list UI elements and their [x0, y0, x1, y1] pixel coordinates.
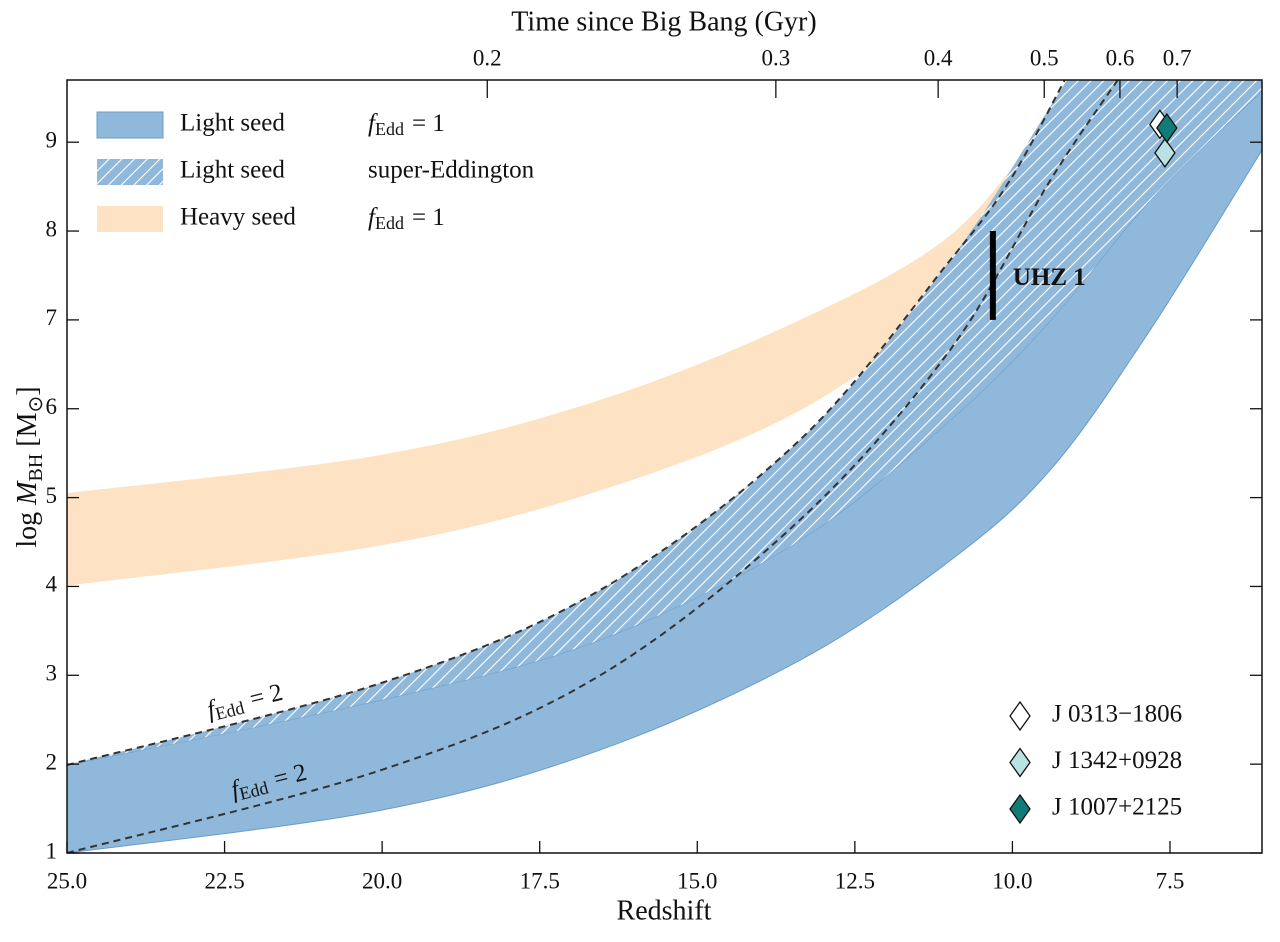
x2-tick-label: 0.3	[761, 45, 790, 70]
legend-label: Light seed	[180, 110, 285, 137]
legend-note: fEdd = 1	[368, 110, 445, 139]
x-tick-label: 7.5	[1156, 868, 1185, 893]
text-part: f	[368, 204, 378, 231]
text-part: [M	[12, 412, 43, 446]
y-tick-label: 9	[46, 127, 58, 152]
x-axis-title: Redshift	[617, 895, 712, 926]
text-part: ]	[12, 386, 43, 395]
y-axis-title: log MBH [M⊙]	[12, 386, 46, 547]
y-tick-label: 5	[46, 483, 58, 508]
legend-marker	[1009, 747, 1031, 778]
y-tick-label: 2	[46, 749, 58, 774]
y-tick-label: 4	[46, 572, 58, 597]
text-part: = 1	[412, 110, 445, 137]
legend-marker	[1009, 700, 1031, 732]
y-tick-label: 7	[46, 305, 58, 330]
top-axis-title: Time since Big Bang (Gyr)	[511, 6, 816, 37]
legend-swatch	[96, 111, 164, 139]
plot-frame	[66, 79, 1263, 854]
text-part: = 1	[412, 204, 445, 231]
text-part: = 2	[247, 679, 285, 713]
legend-swatch	[97, 206, 163, 232]
x2-tick-label: 0.7	[1163, 45, 1192, 70]
legend-label: Heavy seed	[180, 204, 296, 231]
x-tick-label: 25.0	[47, 868, 87, 893]
legend-label: J 0313−1806	[1052, 701, 1182, 728]
y-tick-label: 8	[46, 216, 58, 241]
legend-label: J 1007+2125	[1052, 794, 1182, 821]
x-tick-label: 20.0	[362, 868, 402, 893]
legend-swatch	[97, 159, 163, 185]
legend-note: super-Eddington	[368, 157, 535, 184]
x-tick-label: 12.5	[835, 868, 875, 893]
x2-tick-label: 0.4	[924, 45, 953, 70]
x-tick-label: 22.5	[204, 868, 244, 893]
text-part: BH	[25, 454, 47, 482]
text-part: ⊙	[25, 396, 47, 413]
x2-tick-label: 0.5	[1030, 45, 1059, 70]
text-part: Edd	[213, 698, 246, 724]
x-tick-label: 10.0	[992, 868, 1032, 893]
x2-tick-label: 0.6	[1106, 45, 1135, 70]
plot-area	[67, 80, 1262, 853]
uhz1-label: UHZ 1	[1013, 264, 1086, 291]
text-part: log	[12, 512, 43, 548]
dashed-line	[67, 80, 1066, 767]
legend-note: fEdd = 1	[368, 204, 445, 233]
x2-tick-label: 0.2	[473, 45, 502, 70]
quasar-point	[1156, 112, 1178, 144]
text-part: f	[368, 110, 378, 137]
text-part: M	[12, 480, 43, 506]
x-tick-label: 17.5	[520, 868, 560, 893]
seed-band	[67, 80, 1262, 766]
quasar-point	[1154, 137, 1176, 168]
dashed-line	[67, 80, 1119, 853]
x-tick-label: 15.0	[677, 868, 717, 893]
y-tick-label: 6	[46, 394, 58, 419]
legend-marker	[1009, 793, 1031, 825]
y-tick-label: 1	[46, 838, 58, 863]
legend-label: Light seed	[180, 157, 285, 184]
y-tick-label: 3	[46, 661, 58, 686]
text-part: Edd	[375, 213, 404, 233]
text-part: Edd	[375, 119, 404, 139]
legend-label: J 1342+0928	[1052, 747, 1182, 774]
